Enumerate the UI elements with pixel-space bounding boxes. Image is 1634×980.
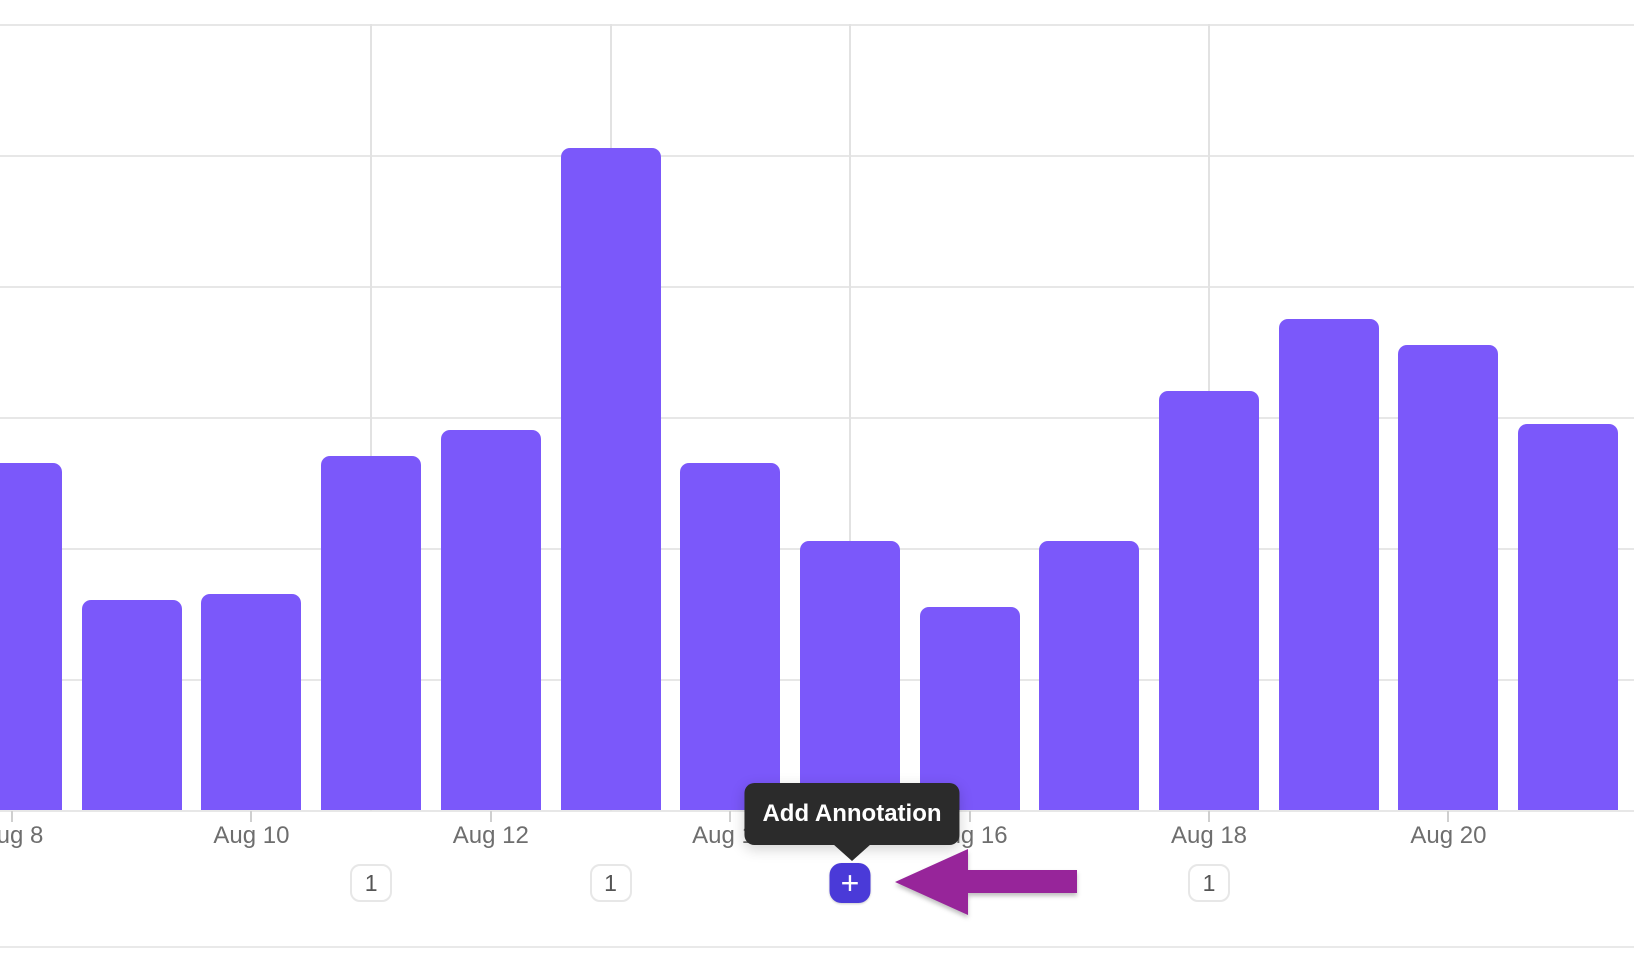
axis-tick [250, 811, 253, 822]
gridline [0, 24, 1634, 26]
annotation-badge-aug-13[interactable]: 1 [589, 864, 632, 902]
add-annotation-tooltip: Add Annotation [744, 783, 960, 845]
bar-aug-21[interactable] [1518, 423, 1619, 810]
annotation-badge-aug-18[interactable]: 1 [1188, 864, 1230, 902]
gridline [0, 155, 1634, 157]
axis-tick [1447, 811, 1450, 822]
axis-label-aug-20: Aug 20 [1410, 822, 1487, 849]
axis-label-aug-18: Aug 18 [1170, 822, 1248, 849]
bar-aug-9[interactable] [81, 600, 182, 810]
axis-label-aug-12: Aug 12 [452, 822, 529, 849]
annotation-date-line [848, 24, 851, 811]
bar-aug-10[interactable] [201, 593, 302, 810]
annotation-badge-aug-11[interactable]: 1 [350, 864, 393, 902]
bar-aug-20[interactable] [1398, 344, 1499, 810]
axis-label-aug-10: Aug 10 [213, 822, 290, 849]
bar-aug-17[interactable] [1039, 541, 1140, 810]
bar-aug-19[interactable] [1278, 318, 1379, 810]
add-annotation-button[interactable]: + [829, 863, 871, 903]
axis-tick [968, 811, 971, 822]
bar-aug-12[interactable] [440, 430, 541, 810]
axis-tick [11, 811, 13, 822]
axis-tick [1208, 811, 1210, 822]
bar-aug-8[interactable] [0, 462, 62, 810]
bar-aug-16[interactable] [919, 606, 1020, 810]
axis-tick [729, 811, 732, 822]
axis-label-aug-8: Aug 8 [0, 822, 44, 849]
tooltip-pointer [833, 844, 871, 861]
bar-aug-14[interactable] [680, 462, 781, 810]
bar-aug-15[interactable] [799, 541, 900, 810]
gridline [0, 417, 1634, 419]
annotation-date-line [370, 24, 373, 811]
bar-aug-13[interactable] [560, 148, 661, 810]
bar-aug-11[interactable] [321, 456, 422, 810]
gridline [0, 286, 1634, 288]
bar-aug-18[interactable] [1159, 390, 1259, 810]
axis-tick [489, 811, 492, 822]
section-divider [0, 946, 1634, 948]
